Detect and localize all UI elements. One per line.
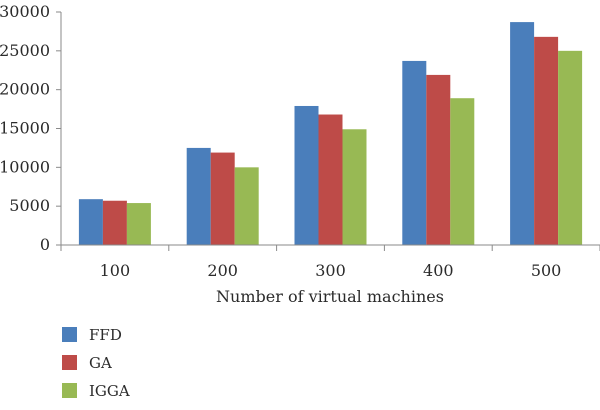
bar-ga-400 [426, 74, 451, 245]
y-tick-label: 15000 [0, 119, 50, 138]
bar-ffd-200 [186, 147, 211, 245]
legend-label-igga: IGGA [89, 382, 130, 400]
legend-label-ga: GA [89, 354, 112, 372]
y-tick-label: 25000 [0, 41, 50, 60]
y-tick-label: 0 [40, 235, 50, 254]
x-tick-label: 400 [423, 261, 454, 280]
bar-ga-100 [102, 200, 127, 245]
x-tick-label: 200 [207, 261, 238, 280]
bar-igga-500 [558, 50, 583, 246]
bar-ffd-500 [510, 22, 535, 246]
bar-ga-300 [318, 114, 343, 246]
y-tick-label: 30000 [0, 2, 50, 21]
bar-ga-200 [210, 152, 235, 245]
legend-label-ffd: FFD [89, 326, 122, 344]
legend-swatch-ga [62, 355, 77, 370]
x-axis-ticks: 100 200 300 400 500 [60, 245, 600, 280]
x-tick-label: 100 [100, 261, 131, 280]
y-axis-ticks: 0 5000 10000 15000 20000 25000 30000 [0, 2, 61, 254]
x-axis-title: Number of virtual machines [216, 287, 444, 306]
bar-igga-100 [126, 203, 151, 245]
legend: FFD GA IGGA [62, 326, 130, 400]
bar-ffd-400 [402, 60, 427, 246]
bar-igga-400 [450, 98, 475, 246]
x-tick-label: 500 [531, 261, 562, 280]
bar-ga-500 [534, 36, 559, 245]
y-tick-label: 5000 [9, 196, 50, 215]
bar-igga-200 [234, 167, 259, 245]
legend-swatch-ffd [62, 327, 77, 342]
bar-igga-300 [342, 129, 367, 245]
y-tick-label: 10000 [0, 157, 50, 176]
legend-swatch-igga [62, 383, 77, 398]
bars-layer [78, 22, 583, 246]
x-tick-label: 300 [315, 261, 346, 280]
y-tick-label: 20000 [0, 80, 50, 99]
bar-ffd-100 [78, 199, 103, 245]
bar-ffd-300 [294, 105, 319, 245]
